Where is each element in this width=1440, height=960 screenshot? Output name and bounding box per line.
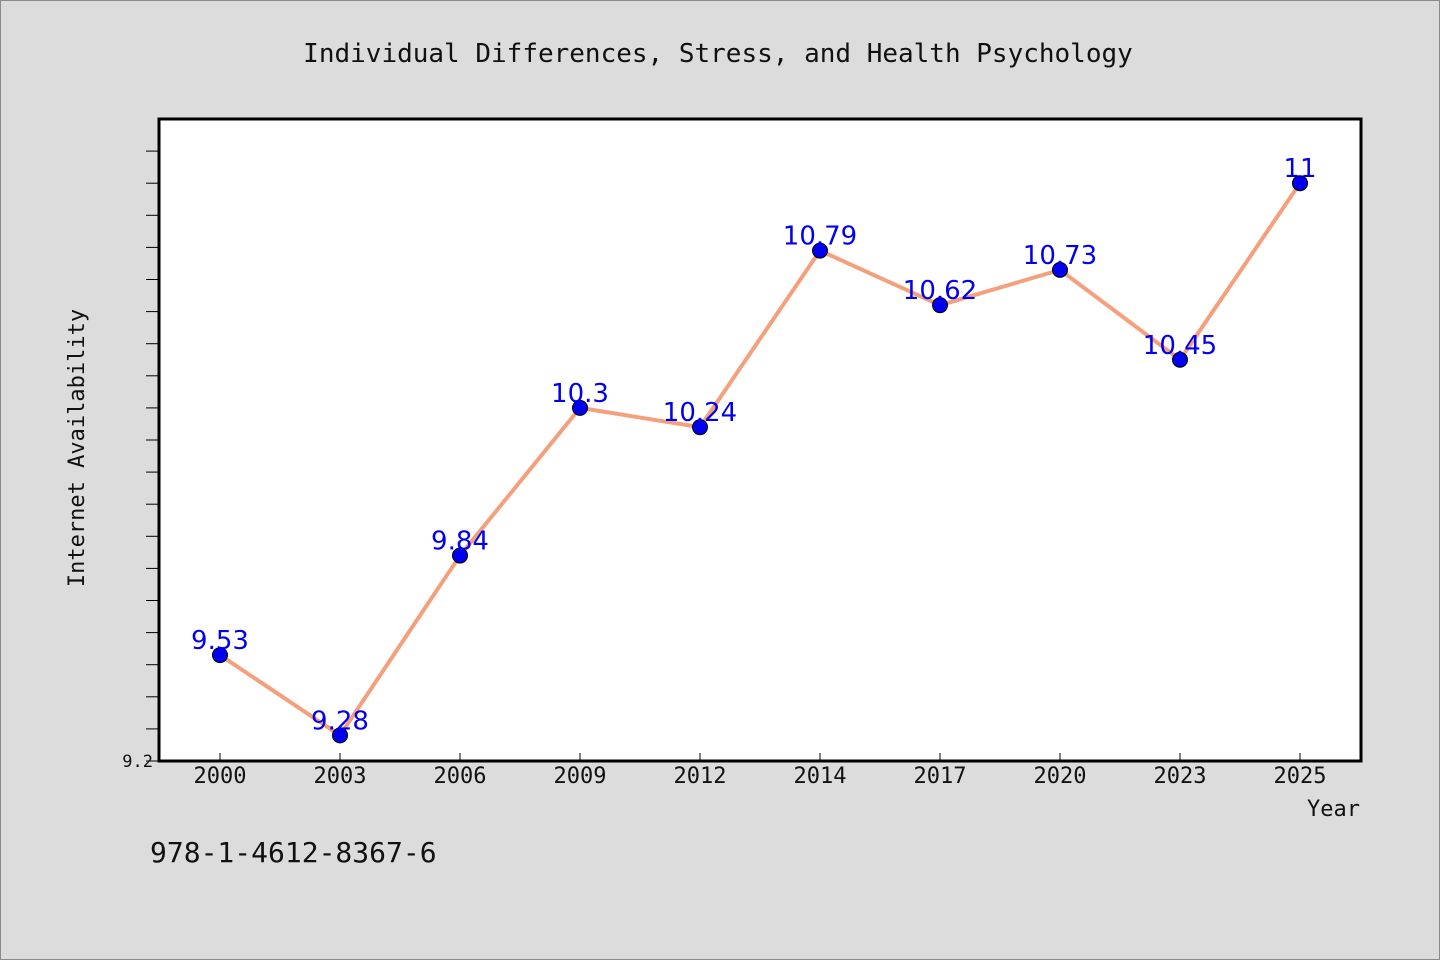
- y-axis-ticks: [146, 150, 159, 762]
- y-axis-label: Internet Availability: [65, 309, 90, 587]
- data-point: [1172, 351, 1188, 368]
- x-axis-ticks: 2000 2003 2006 2009 2012 2014 2017 2020 2023 2025: [194, 753, 1327, 789]
- x-tick-label: 2020: [1034, 764, 1087, 789]
- x-tick-label: 2009: [554, 764, 607, 789]
- series-layer: 9.53 9.28 9.84 10.3 10.24 10.79 10.62 10.73 10.4…: [191, 154, 1317, 744]
- x-tick-label: 2000: [194, 764, 247, 789]
- data-label: 10.79: [783, 222, 857, 252]
- x-tick-label: 2023: [1154, 764, 1207, 789]
- plot-area: [157, 117, 1363, 763]
- data-label: 10.73: [1023, 241, 1097, 271]
- data-point: [932, 297, 948, 314]
- data-label: 9.53: [191, 626, 249, 656]
- data-point: [1052, 261, 1068, 278]
- data-label: 10.62: [903, 276, 977, 306]
- isbn-label: 978-1-4612-8367-6: [150, 836, 437, 869]
- data-point: [212, 647, 228, 664]
- data-label: 10.24: [663, 398, 737, 428]
- data-point: [452, 547, 468, 564]
- data-point: [332, 727, 348, 744]
- x-tick-label: 2003: [314, 764, 367, 789]
- x-tick-label: 2012: [674, 764, 727, 789]
- data-label: 11: [1283, 154, 1316, 184]
- data-point: [812, 242, 828, 259]
- x-tick-label: 2017: [914, 764, 967, 789]
- data-label: 10.45: [1143, 331, 1217, 361]
- series-line: [218, 182, 1302, 738]
- data-label: 9.28: [311, 706, 369, 736]
- x-axis-label: Year: [1307, 797, 1360, 822]
- data-label: 10.3: [551, 379, 609, 409]
- data-label: 9.84: [431, 527, 489, 557]
- chart-title: Individual Differences, Stress, and Heal…: [303, 39, 1133, 69]
- x-tick-label: 2014: [794, 764, 847, 789]
- data-point: [692, 419, 708, 436]
- x-tick-label: 2006: [434, 764, 487, 789]
- y-tick-label-min: 9.2: [122, 752, 153, 772]
- data-point: [1292, 175, 1308, 192]
- x-tick-label: 2025: [1274, 764, 1327, 789]
- data-point: [572, 399, 588, 416]
